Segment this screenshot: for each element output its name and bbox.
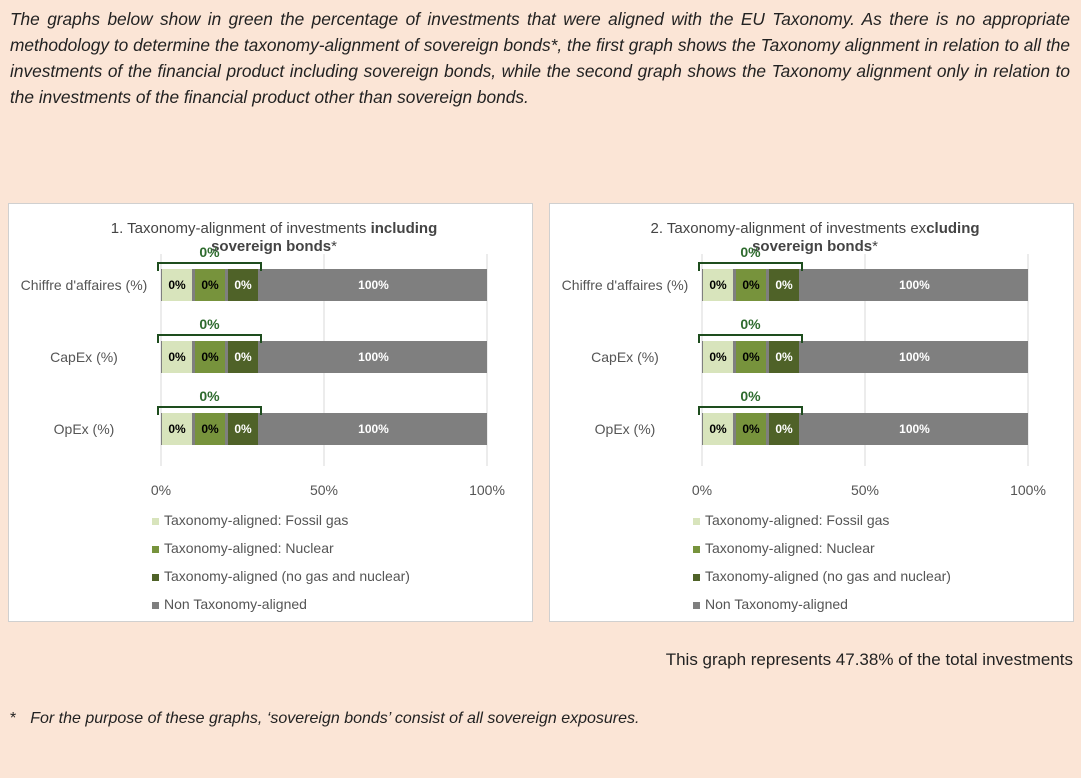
- data-label: 0%: [228, 413, 258, 445]
- legend-label: Taxonomy-aligned: Nuclear: [705, 540, 875, 556]
- data-label: 0%: [736, 413, 766, 445]
- x-tick-label: 100%: [1010, 482, 1046, 498]
- data-label: 100%: [899, 422, 930, 436]
- legend-label: Non Taxonomy-aligned: [705, 596, 848, 612]
- data-label: 100%: [899, 278, 930, 292]
- legend-entry: Non Taxonomy-aligned: [152, 596, 307, 612]
- aligned-bracket: [157, 406, 262, 415]
- legend-entry: Non Taxonomy-aligned: [693, 596, 848, 612]
- category-label: Chiffre d'affaires (%): [20, 277, 148, 293]
- data-label: 0%: [703, 269, 733, 301]
- chart-panel: 2. Taxonomy-alignment of investments exc…: [549, 203, 1074, 622]
- legend-swatch: [152, 574, 159, 581]
- data-label: 0%: [228, 269, 258, 301]
- data-label: 0%: [769, 413, 799, 445]
- data-label: 0%: [736, 341, 766, 373]
- title-part: *: [872, 238, 878, 255]
- legend-entry: Taxonomy-aligned: Nuclear: [693, 540, 875, 556]
- chart-title: 2. Taxonomy-alignment of investments exc…: [650, 220, 980, 256]
- footnote-marker: *: [10, 710, 17, 727]
- data-label: 0%: [195, 341, 225, 373]
- title-part: 1. Taxonomy-alignment of investments: [110, 220, 371, 237]
- legend-entry: Taxonomy-aligned (no gas and nuclear): [152, 568, 410, 584]
- footnote: * For the purpose of these graphs, ‘sover…: [10, 710, 639, 728]
- legend-label: Non Taxonomy-aligned: [164, 596, 307, 612]
- aligned-bracket: [698, 406, 803, 415]
- legend-swatch: [693, 546, 700, 553]
- legend-label: Taxonomy-aligned: Fossil gas: [164, 512, 349, 528]
- data-label: 0%: [228, 341, 258, 373]
- legend-label: Taxonomy-aligned: Fossil gas: [705, 512, 890, 528]
- data-label: 100%: [358, 278, 389, 292]
- category-label: CapEx (%): [591, 349, 659, 365]
- data-label: 0%: [736, 269, 766, 301]
- aligned-total-label: 0%: [199, 316, 220, 332]
- legend-label: Taxonomy-aligned: Nuclear: [164, 540, 334, 556]
- data-label: 0%: [195, 269, 225, 301]
- data-label: 0%: [162, 269, 192, 301]
- x-tick-label: 0%: [150, 482, 172, 498]
- title-part: 2. Taxonomy-alignment of investments ex: [650, 220, 927, 237]
- data-label: 100%: [358, 350, 389, 364]
- legend-swatch: [152, 518, 159, 525]
- legend-swatch: [693, 518, 700, 525]
- category-label: OpEx (%): [53, 421, 115, 437]
- coverage-note: This graph represents 47.38% of the tota…: [665, 650, 1073, 669]
- legend-entry: Taxonomy-aligned: Nuclear: [152, 540, 334, 556]
- aligned-bracket: [157, 334, 262, 343]
- data-label: 100%: [899, 350, 930, 364]
- aligned-bracket: [698, 262, 803, 271]
- legend-swatch: [693, 602, 700, 609]
- data-label: 0%: [703, 341, 733, 373]
- data-label: 0%: [162, 341, 192, 373]
- title-part: including sovereign bonds: [211, 220, 438, 255]
- aligned-bracket: [698, 334, 803, 343]
- chart-panel: 1. Taxonomy-alignment of investments inc…: [8, 203, 533, 622]
- footnote-text: For the purpose of these graphs, ‘sovere…: [30, 710, 640, 727]
- title-part: cluding sovereign bonds: [752, 220, 980, 255]
- title-part: *: [331, 238, 337, 255]
- legend-entry: Taxonomy-aligned: Fossil gas: [152, 512, 348, 528]
- aligned-total-label: 0%: [740, 244, 761, 260]
- legend-entry: Taxonomy-aligned: Fossil gas: [693, 512, 889, 528]
- x-tick-label: 50%: [309, 482, 339, 498]
- category-label: Chiffre d'affaires (%): [561, 277, 689, 293]
- aligned-total-label: 0%: [740, 316, 761, 332]
- legend-label: Taxonomy-aligned (no gas and nuclear): [705, 568, 951, 584]
- data-label: 100%: [358, 422, 389, 436]
- legend-swatch: [152, 546, 159, 553]
- aligned-total-label: 0%: [199, 244, 220, 260]
- data-label: 0%: [703, 413, 733, 445]
- category-label: OpEx (%): [594, 421, 656, 437]
- data-label: 0%: [769, 341, 799, 373]
- x-tick-label: 100%: [469, 482, 505, 498]
- legend-swatch: [693, 574, 700, 581]
- x-tick-label: 50%: [850, 482, 880, 498]
- data-label: 0%: [162, 413, 192, 445]
- legend-label: Taxonomy-aligned (no gas and nuclear): [164, 568, 410, 584]
- legend-entry: Taxonomy-aligned (no gas and nuclear): [693, 568, 951, 584]
- x-tick-label: 0%: [691, 482, 713, 498]
- aligned-bracket: [157, 262, 262, 271]
- aligned-total-label: 0%: [740, 388, 761, 404]
- data-label: 0%: [195, 413, 225, 445]
- data-label: 0%: [769, 269, 799, 301]
- legend-swatch: [152, 602, 159, 609]
- chart-title: 1. Taxonomy-alignment of investments inc…: [109, 220, 439, 256]
- category-label: CapEx (%): [50, 349, 118, 365]
- aligned-total-label: 0%: [199, 388, 220, 404]
- intro-text: The graphs below show in green the perce…: [10, 9, 1070, 107]
